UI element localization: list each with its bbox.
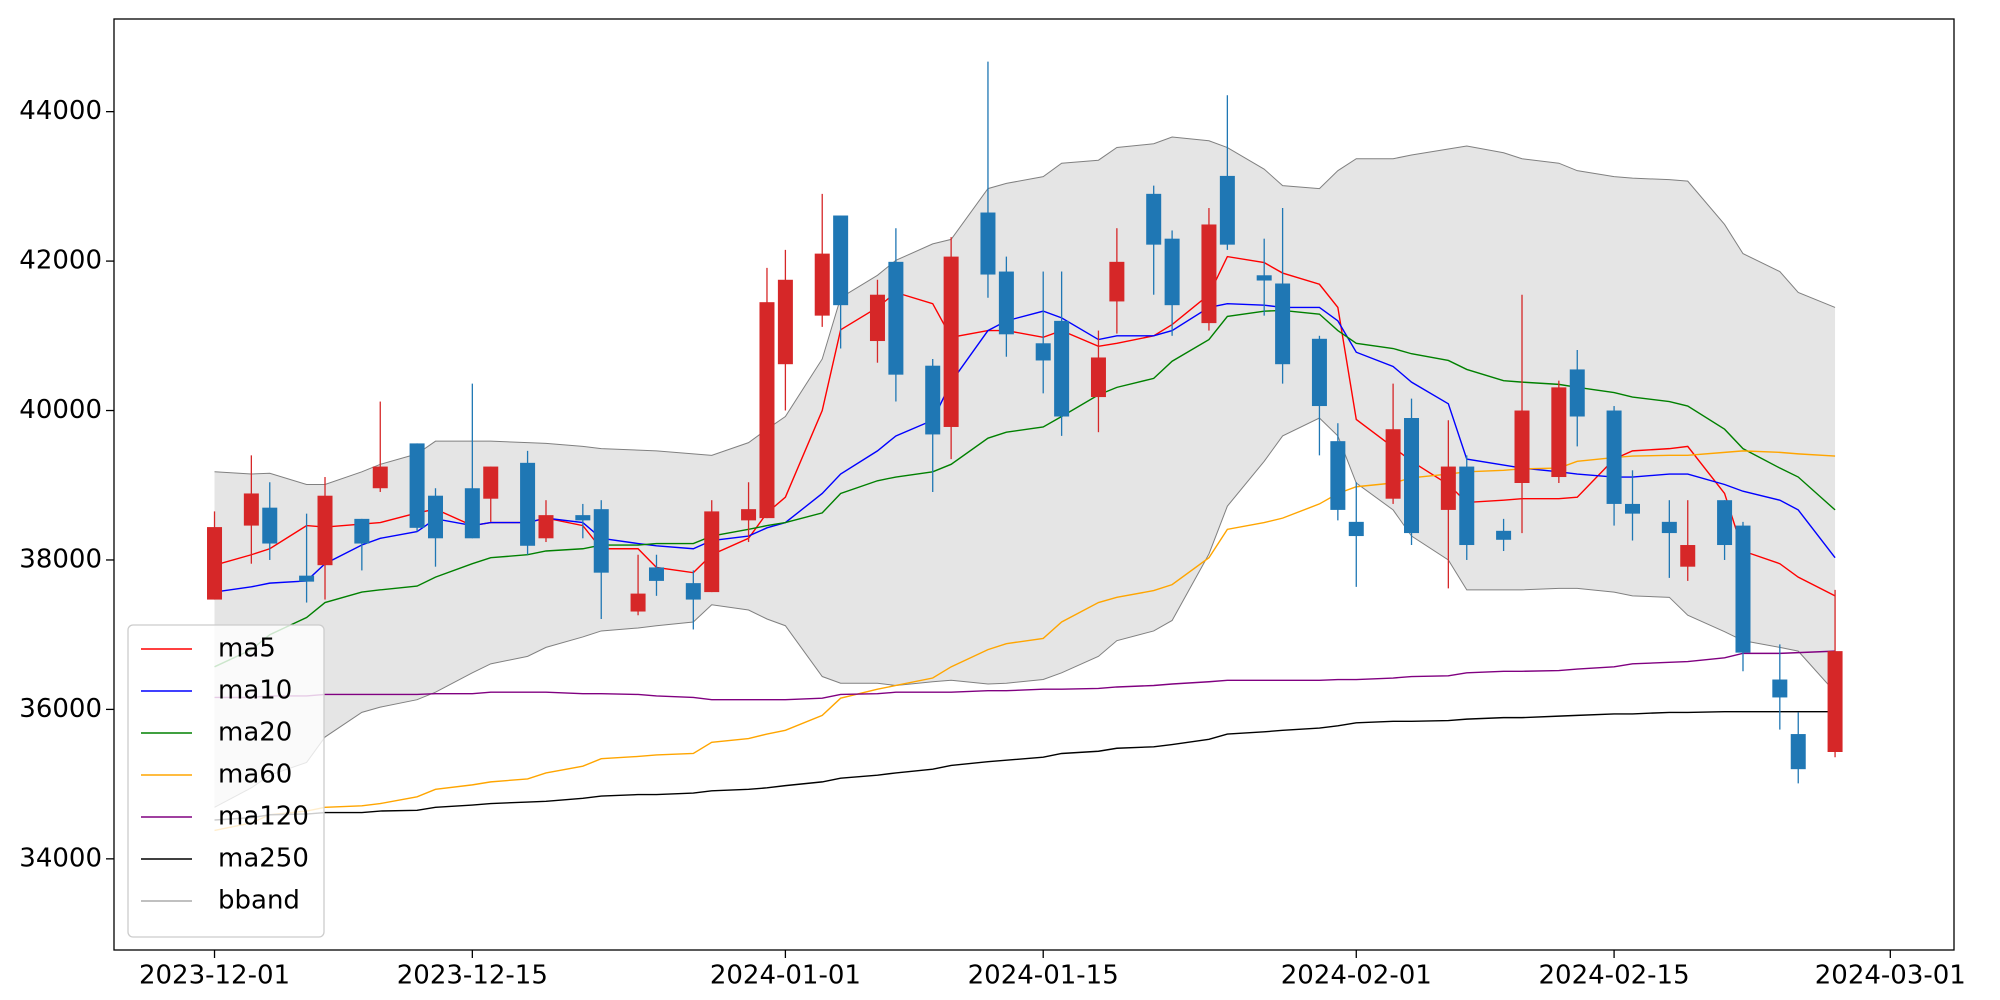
candle-body <box>777 279 793 365</box>
ma-line <box>214 309 1836 668</box>
x-tick-label: 2023-12-15 <box>397 961 548 991</box>
candle-body <box>372 466 388 489</box>
legend: ma5 ma10 ma20 ma60 ma120 ma250 bband <box>127 624 325 938</box>
candle-body <box>1717 500 1733 546</box>
candle-body <box>1569 369 1585 417</box>
candle-body <box>575 515 591 521</box>
candle-body <box>1146 193 1162 245</box>
candle-body <box>1404 418 1420 534</box>
ma-line <box>214 710 1836 821</box>
candle-body <box>1330 441 1346 510</box>
bband-lower <box>214 417 1836 808</box>
band-layer <box>214 136 1836 808</box>
candle-body <box>1827 651 1843 752</box>
candle-body <box>1385 429 1401 499</box>
axes-layer: 34000 36000 38000 40000 42000 44000 2023-12-01… <box>19 18 1966 991</box>
candle-body <box>685 583 701 600</box>
candle-body <box>262 507 278 544</box>
candle-body <box>299 575 315 582</box>
candle-body <box>243 493 259 526</box>
legend-label: ma5 <box>218 634 276 664</box>
candle-body <box>1496 530 1512 540</box>
candle-body <box>1624 503 1640 514</box>
legend-label: ma120 <box>218 802 309 832</box>
x-tick-label: 2023-12-01 <box>139 961 290 991</box>
candle-body <box>1311 338 1327 407</box>
candle-body <box>1459 466 1475 546</box>
candle-body <box>741 509 757 521</box>
candle-body <box>1201 224 1217 324</box>
x-tick-label: 2024-01-15 <box>968 961 1119 991</box>
candle-body <box>1551 387 1567 478</box>
candle-body <box>833 215 849 306</box>
y-tick-label: 40000 <box>19 395 102 425</box>
candle-body <box>1735 525 1751 653</box>
candle-body <box>1219 175 1235 245</box>
y-tick-label: 34000 <box>19 843 102 873</box>
y-tick-label: 38000 <box>19 544 102 574</box>
candle-body <box>483 466 499 499</box>
legend-label: ma250 <box>218 844 309 874</box>
candle-body <box>1661 521 1677 534</box>
candle-body <box>1164 238 1180 306</box>
x-tick-label: 2024-02-15 <box>1539 961 1690 991</box>
candle-body <box>980 212 996 275</box>
bband-upper <box>214 136 1836 485</box>
candle-body <box>1035 343 1051 361</box>
candle-body <box>428 495 444 539</box>
candle-body <box>538 515 554 539</box>
legend-label: ma20 <box>218 718 292 748</box>
legend-label: bband <box>218 886 300 916</box>
candle-body <box>759 302 775 519</box>
candle-body <box>998 271 1014 335</box>
candle-body <box>1054 320 1070 417</box>
candle-body <box>593 509 609 573</box>
candle-body <box>1440 466 1456 510</box>
legend-label: ma10 <box>218 676 292 706</box>
candle-body <box>520 462 536 546</box>
y-tick-label: 44000 <box>19 96 102 126</box>
candle-body <box>1090 357 1106 398</box>
x-tick-label: 2024-03-01 <box>1815 961 1966 991</box>
candle-body <box>317 495 333 566</box>
candle-body <box>1256 275 1272 281</box>
ma-line <box>214 650 1836 701</box>
plot-frame <box>113 18 1955 951</box>
candle-body <box>943 256 959 427</box>
candle-body <box>354 518 370 544</box>
candle-body <box>814 253 830 316</box>
x-tick-label: 2024-02-01 <box>1281 961 1432 991</box>
candle-body <box>1275 283 1291 365</box>
bband-fill <box>214 137 1836 808</box>
candle-body <box>464 488 480 539</box>
candle-body <box>1790 734 1806 770</box>
candle-body <box>409 443 425 528</box>
candle-body <box>207 527 223 600</box>
x-tick-label: 2024-01-01 <box>710 961 861 991</box>
candle-body <box>869 294 885 342</box>
candle-body <box>1772 679 1788 698</box>
y-tick-label: 36000 <box>19 694 102 724</box>
candle-body <box>630 593 646 612</box>
candle-body <box>1514 410 1530 484</box>
candle-layer <box>207 61 1843 784</box>
candle-body <box>1680 545 1696 567</box>
candle-body <box>704 511 720 593</box>
y-tick-label: 42000 <box>19 246 102 276</box>
candle-body <box>1109 261 1125 302</box>
candle-body <box>888 261 904 375</box>
legend-label: ma60 <box>218 760 292 790</box>
candle-body <box>1606 410 1622 504</box>
candle-body <box>648 567 664 581</box>
line-layer <box>214 255 1836 832</box>
candle-body <box>1348 521 1364 537</box>
candle-body <box>925 365 941 435</box>
